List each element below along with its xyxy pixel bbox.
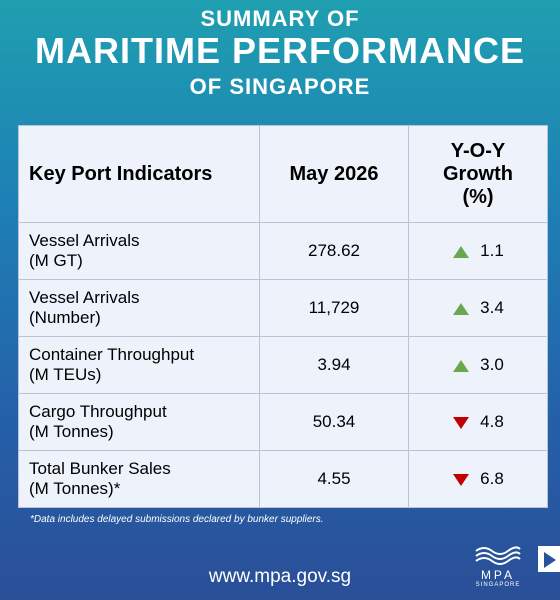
arrow-shape xyxy=(453,245,470,258)
logo-name: MPA xyxy=(480,568,516,582)
growth-value: 3.4 xyxy=(480,298,504,317)
text-line: Y-O-Y xyxy=(450,139,506,162)
growth: 6.8 xyxy=(408,450,548,508)
column-header: May 2026 xyxy=(259,125,409,223)
table-row: Cargo Throughput (M Tonnes) 50.34 4.8 xyxy=(18,393,548,451)
indicator-value: 50.34 xyxy=(259,393,409,451)
column-header: Key Port Indicators xyxy=(18,125,260,223)
indicator-label: Vessel Arrivals (Number) xyxy=(18,279,260,337)
text-line: (M Tonnes)* xyxy=(29,479,121,498)
table-row: Vessel Arrivals (M GT) 278.62 1.1 xyxy=(18,222,548,280)
growth-value: 3.0 xyxy=(480,355,504,374)
text-line: Total Bunker Sales xyxy=(29,459,171,478)
text-line: (M TEUs) xyxy=(29,365,102,384)
text-line: Vessel Arrivals xyxy=(29,231,140,250)
indicator-value: 278.62 xyxy=(259,222,409,280)
table-row: Total Bunker Sales (M Tonnes)* 4.55 6.8 xyxy=(18,450,548,508)
indicator-label: Container Throughput (M TEUs) xyxy=(18,336,260,394)
logo: MPA SINGAPORE xyxy=(470,568,526,588)
indicator-value: 4.55 xyxy=(259,450,409,508)
indicator-table: Key Port Indicators May 2026 Y-O-Y Growth (%… xyxy=(18,125,548,508)
table-row: Vessel Arrivals (Number) 11,729 3.4 xyxy=(18,279,548,337)
trend-arrow xyxy=(453,245,470,258)
growth-value: 1.1 xyxy=(480,241,504,260)
arrow-shape xyxy=(453,473,470,486)
table-row: Container Throughput (M TEUs) 3.94 3.0 xyxy=(18,336,548,394)
trend-arrow xyxy=(453,302,470,315)
trend-arrow xyxy=(453,416,470,429)
trend-arrow xyxy=(453,473,470,486)
growth: 3.0 xyxy=(408,336,548,394)
text-line: May 2026 xyxy=(289,162,379,185)
title-line: SUMMARY OF xyxy=(200,6,360,31)
growth: 3.4 xyxy=(408,279,548,337)
title-line: OF SINGAPORE xyxy=(189,74,371,99)
indicator-value: 11,729 xyxy=(259,279,409,337)
title-main: MARITIME PERFORMANCE xyxy=(35,30,525,71)
website[interactable]: www.mpa.gov.sg xyxy=(208,566,352,587)
text-line: (%) xyxy=(462,185,494,208)
growth: 4.8 xyxy=(408,393,548,451)
logo-mark xyxy=(538,546,560,572)
text-line: Growth xyxy=(443,162,513,185)
text-line: Cargo Throughput xyxy=(29,402,167,421)
text-line: Vessel Arrivals xyxy=(29,288,140,307)
arrow-shape xyxy=(453,359,470,372)
text-line: (M GT) xyxy=(29,251,83,270)
indicator-label: Vessel Arrivals (M GT) xyxy=(18,222,260,280)
arrow-shape xyxy=(453,416,470,429)
trend-arrow xyxy=(453,359,470,372)
growth: 1.1 xyxy=(408,222,548,280)
text-line: Key Port Indicators xyxy=(29,162,213,185)
logo-sub: SINGAPORE xyxy=(475,582,521,588)
column-header: Y-O-Y Growth (%) xyxy=(408,125,548,223)
indicator-value: 3.94 xyxy=(259,336,409,394)
text-line: (M Tonnes) xyxy=(29,422,114,441)
growth-value: 6.8 xyxy=(480,469,504,488)
indicator-label: Total Bunker Sales (M Tonnes)* xyxy=(18,450,260,508)
text-line: Container Throughput xyxy=(29,345,195,364)
footnote: *Data includes delayed submissions decla… xyxy=(30,514,324,525)
growth-value: 4.8 xyxy=(480,412,504,431)
logo-waves xyxy=(475,546,521,565)
arrow-shape xyxy=(453,302,470,315)
header-row: Key Port Indicators May 2026 Y-O-Y Growth (%… xyxy=(18,125,548,223)
text-line: (Number) xyxy=(29,308,101,327)
indicator-label: Cargo Throughput (M Tonnes) xyxy=(18,393,260,451)
